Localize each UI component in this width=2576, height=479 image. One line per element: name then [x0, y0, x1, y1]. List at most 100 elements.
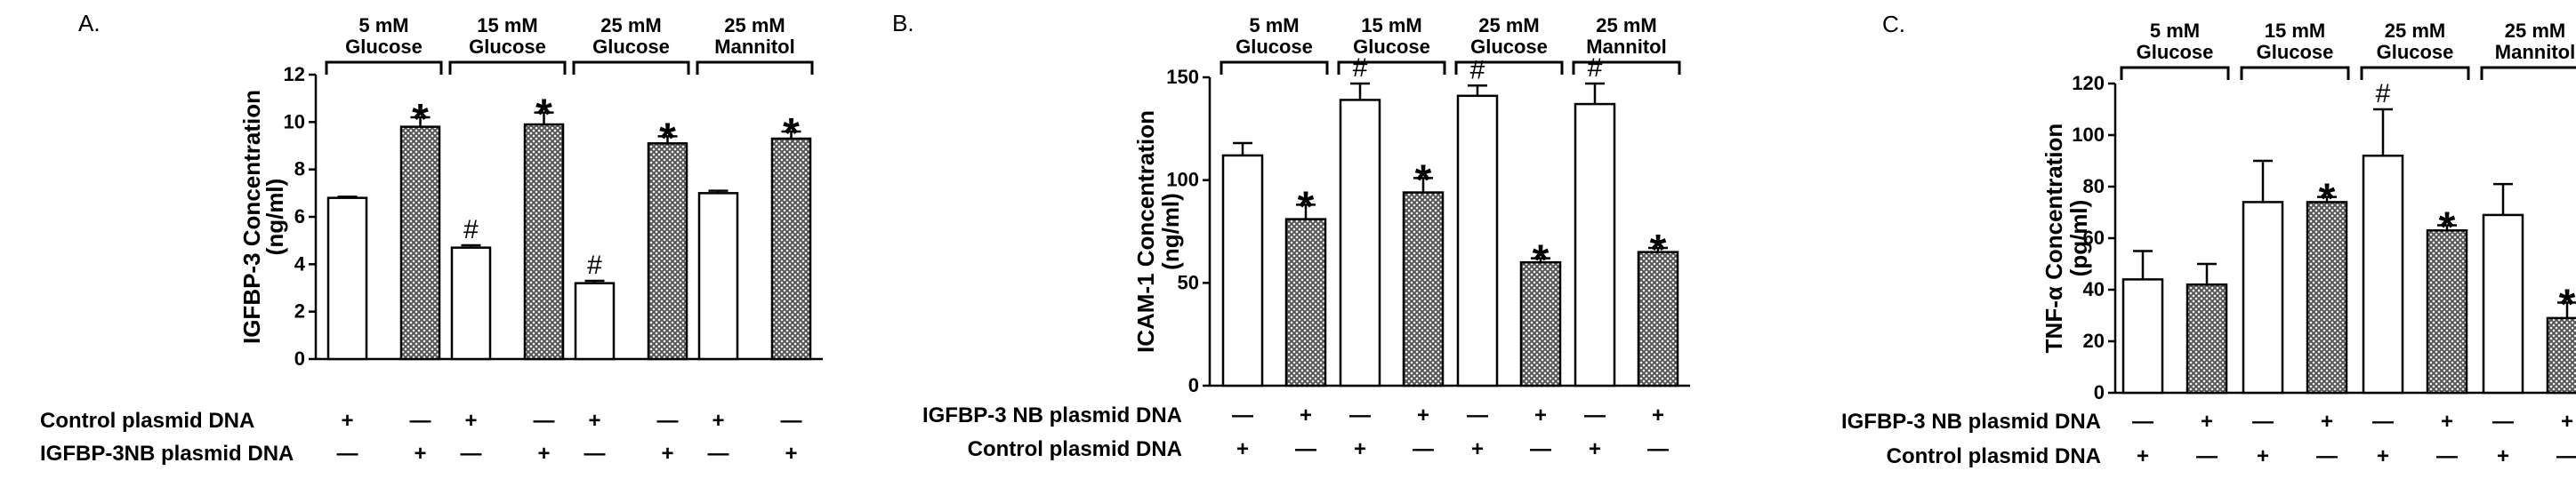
bar-hatched — [2306, 201, 2348, 395]
treatment-sign: + — [661, 442, 673, 466]
bar-open — [697, 192, 739, 361]
significance-hash: # — [1353, 53, 1368, 83]
treatment-sign: — — [708, 442, 729, 466]
bar-hatched — [2546, 316, 2576, 395]
significance-star: * — [659, 115, 676, 162]
treatment-sign: — — [1232, 403, 1253, 427]
group-bracket — [572, 60, 690, 75]
treatment-sign: + — [2137, 444, 2149, 468]
treatment-sign: + — [1300, 403, 1312, 427]
group-label: 25 mM Glucose — [592, 14, 670, 58]
group-label: 5 mM Glucose — [1236, 14, 1313, 58]
bar-open — [1339, 99, 1381, 387]
treatment-sign: — — [657, 409, 679, 433]
treatment-sign: — — [1647, 437, 1669, 461]
y-tick-label: 0 — [1188, 374, 1199, 396]
bar-open — [1574, 102, 1616, 387]
y-axis-label: ICAM-1 Concentration — [1132, 110, 1159, 353]
treatment-sign: — — [534, 409, 555, 433]
significance-star: * — [1650, 227, 1667, 274]
y-tick-label: 20 — [2083, 330, 2105, 352]
treatment-sign: — — [1530, 437, 1551, 461]
significance-star: * — [783, 110, 800, 157]
y-axis-unit: (ng/ml) — [1157, 193, 1184, 270]
treatment-sign: + — [341, 409, 353, 433]
treatment-sign: — — [2316, 444, 2338, 468]
bar-hatched — [523, 123, 565, 361]
chart-panel-3: C. 0 20 40 60 80 100 120 TNF-α Concentration(pg/… — [1841, 11, 2576, 468]
bar-open — [1221, 154, 1264, 387]
treatment-sign: + — [2257, 444, 2269, 468]
treatment-row-label: Control plasmid DNA — [1887, 444, 2101, 468]
group-label: 25 mM Mannitol — [1586, 14, 1666, 58]
panel-label: C. — [1882, 11, 1905, 37]
chart-panel-2: B. 0 50 100 150 ICAM-1 Concentration(ng/ml) * #… — [892, 10, 1690, 461]
treatment-sign: — — [2556, 444, 2576, 468]
bar-hatched — [2426, 229, 2468, 395]
treatment-sign: — — [781, 409, 802, 433]
treatment-sign: + — [414, 442, 426, 466]
group-label: 25 mM Glucose — [2377, 20, 2454, 63]
bar-hatched — [770, 137, 812, 361]
y-tick-label: 10 — [284, 110, 305, 132]
group-label: 25 mM Glucose — [1470, 14, 1548, 58]
bar-hatched — [647, 142, 688, 361]
treatment-sign: + — [2201, 410, 2213, 434]
y-tick-label: 100 — [1166, 169, 1199, 191]
treatment-sign: + — [464, 409, 477, 433]
group-bracket — [2120, 66, 2230, 80]
treatment-sign: — — [2492, 410, 2514, 434]
y-axis-unit: (ng/ml) — [262, 179, 288, 256]
treatment-sign: — — [2436, 444, 2458, 468]
group-label: 5 mM Glucose — [2137, 20, 2214, 63]
y-tick-label: 50 — [1178, 271, 1199, 293]
treatment-sign: + — [1354, 437, 1366, 461]
group-label: 25 mM Mannitol — [714, 14, 794, 58]
treatment-sign: — — [2372, 410, 2394, 434]
significance-star: * — [2439, 204, 2456, 251]
treatment-sign: + — [712, 409, 724, 433]
y-tick-label: 6 — [294, 205, 305, 228]
y-axis-unit: (pg/ml) — [2065, 200, 2092, 277]
treatment-sign: + — [1417, 403, 1429, 427]
treatment-sign: + — [2441, 410, 2453, 434]
group-label: 15 mM Glucose — [2257, 20, 2334, 63]
treatment-row-label: Control plasmid DNA — [40, 409, 254, 433]
significance-star: * — [1298, 183, 1315, 230]
group-label: 15 mM Glucose — [1353, 14, 1430, 58]
significance-star: * — [535, 92, 552, 139]
group-bracket — [325, 60, 443, 75]
significance-hash: # — [1470, 55, 1485, 84]
bar-open — [450, 246, 492, 361]
treatment-sign: — — [1349, 403, 1371, 427]
group-bracket — [1337, 60, 1446, 75]
bar-open — [574, 282, 616, 361]
treatment-sign: — — [1413, 437, 1434, 461]
significance-star: * — [1415, 156, 1432, 204]
treatment-sign: + — [1652, 403, 1664, 427]
y-tick-label: 80 — [2083, 175, 2105, 197]
y-tick-label: 60 — [2083, 227, 2105, 249]
bar-hatched — [1284, 218, 1327, 387]
significance-hash: # — [463, 215, 479, 244]
treatment-sign: — — [1295, 437, 1316, 461]
group-bracket — [696, 60, 814, 75]
bar-open — [2362, 154, 2404, 395]
significance-hash: # — [2376, 79, 2391, 108]
treatment-sign: — — [410, 409, 431, 433]
treatment-row-label: IGFBP-3 NB plasmid DNA — [1841, 410, 2101, 434]
bar-open — [326, 196, 368, 361]
group-label: 25 mM Mannitol — [2495, 20, 2575, 63]
treatment-sign: + — [1236, 437, 1249, 461]
y-tick-label: 8 — [294, 158, 305, 180]
treatment-sign: — — [2252, 410, 2274, 434]
treatment-sign: — — [2196, 444, 2218, 468]
treatment-row-label: IGFBP-3NB plasmid DNA — [40, 442, 294, 466]
group-bracket — [2480, 66, 2576, 80]
significance-hash: # — [1588, 53, 1603, 83]
group-label: 15 mM Glucose — [469, 14, 546, 58]
y-tick-label: 2 — [294, 300, 305, 323]
treatment-sign: + — [1471, 437, 1484, 461]
significance-star: * — [1533, 237, 1550, 284]
